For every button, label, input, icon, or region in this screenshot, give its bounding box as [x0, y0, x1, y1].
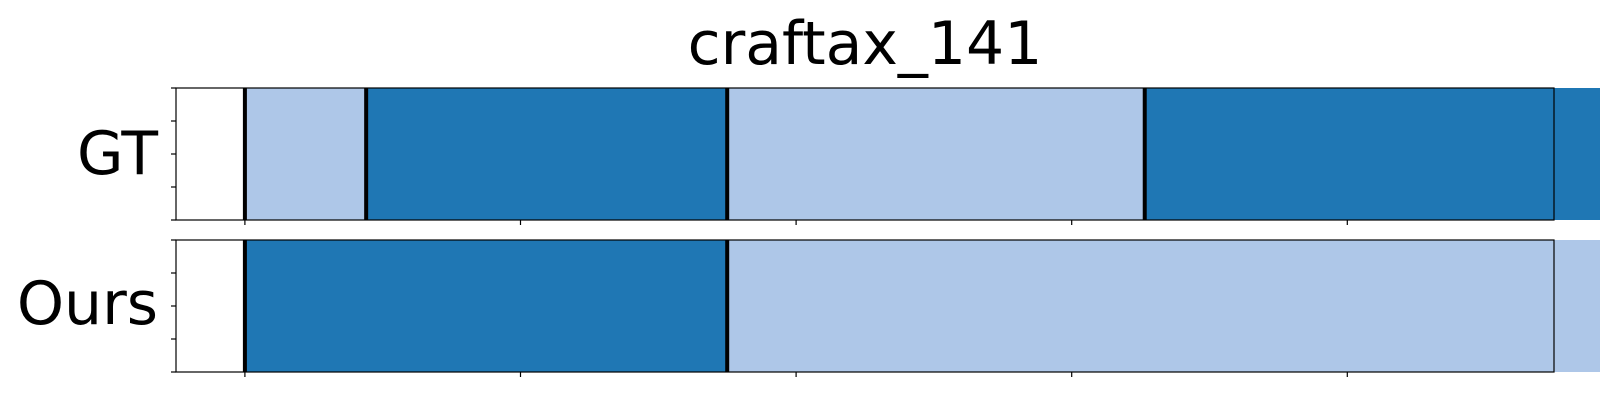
chart-title: craftax_141 — [688, 9, 1043, 79]
segment-dark — [366, 88, 728, 220]
row-label-ours: Ours — [17, 269, 158, 339]
segment-light — [727, 240, 1600, 372]
row-ours-yticks — [171, 239, 176, 373]
row-label-gt: GT — [77, 119, 158, 189]
row-gt-yticks — [171, 87, 176, 221]
segment-dark — [244, 240, 728, 372]
row-ours-segments — [244, 240, 1600, 372]
segment-light — [727, 88, 1145, 220]
row-ours-boundaries — [242, 240, 730, 372]
segment-light — [244, 88, 367, 220]
segment-dark — [1144, 88, 1600, 220]
row-gt-xticks — [244, 220, 1348, 225]
row-gt-boundaries — [242, 88, 1147, 220]
row-ours-xticks — [244, 372, 1348, 377]
row-gt-segments — [244, 88, 1600, 220]
row-gt: GT — [77, 87, 1600, 225]
row-ours: Ours — [17, 239, 1600, 377]
